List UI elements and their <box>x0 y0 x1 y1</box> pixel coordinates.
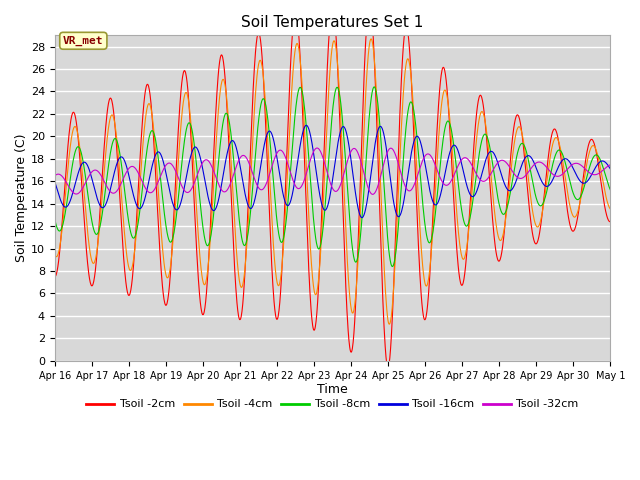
Tsoil -32cm <box>492 162 500 168</box>
Tsoil -2cm <box>384 366 392 372</box>
Tsoil -4cm <box>541 192 549 197</box>
Tsoil -2cm <box>420 313 428 319</box>
Tsoil -4cm <box>237 283 244 288</box>
Tsoil -32cm <box>314 145 321 151</box>
Y-axis label: Soil Temperature (C): Soil Temperature (C) <box>15 134 28 263</box>
Tsoil -4cm <box>367 36 375 42</box>
Tsoil -16cm <box>607 166 614 172</box>
Tsoil -8cm <box>175 196 182 202</box>
Tsoil -32cm <box>161 164 168 170</box>
Text: VR_met: VR_met <box>63 36 104 46</box>
Tsoil -32cm <box>237 155 244 160</box>
Tsoil -16cm <box>420 152 428 158</box>
Line: Tsoil -8cm: Tsoil -8cm <box>55 87 611 266</box>
Line: Tsoil -32cm: Tsoil -32cm <box>55 148 611 194</box>
Tsoil -4cm <box>492 221 500 227</box>
Tsoil -32cm <box>420 156 428 162</box>
X-axis label: Time: Time <box>317 384 348 396</box>
Tsoil -4cm <box>420 270 428 276</box>
Tsoil -8cm <box>420 208 428 214</box>
Line: Tsoil -2cm: Tsoil -2cm <box>55 4 611 369</box>
Tsoil -4cm <box>607 206 614 212</box>
Tsoil -4cm <box>175 159 182 165</box>
Tsoil -2cm <box>237 316 244 322</box>
Tsoil -8cm <box>371 84 378 90</box>
Tsoil -16cm <box>161 165 168 170</box>
Tsoil -2cm <box>161 300 168 306</box>
Tsoil -16cm <box>541 183 549 189</box>
Tsoil -4cm <box>385 321 393 327</box>
Tsoil -2cm <box>51 274 59 279</box>
Tsoil -8cm <box>388 264 396 269</box>
Line: Tsoil -4cm: Tsoil -4cm <box>55 39 611 324</box>
Tsoil -4cm <box>161 266 168 272</box>
Tsoil -16cm <box>358 215 366 220</box>
Tsoil -16cm <box>51 179 59 184</box>
Tsoil -8cm <box>541 195 549 201</box>
Tsoil -2cm <box>607 219 614 225</box>
Tsoil -8cm <box>492 184 500 190</box>
Tsoil -32cm <box>51 173 59 179</box>
Tsoil -8cm <box>51 216 59 222</box>
Tsoil -16cm <box>237 165 244 171</box>
Tsoil -16cm <box>175 206 182 212</box>
Tsoil -32cm <box>369 192 377 197</box>
Tsoil -32cm <box>541 163 549 168</box>
Line: Tsoil -16cm: Tsoil -16cm <box>55 125 611 217</box>
Tsoil -16cm <box>303 122 310 128</box>
Legend: Tsoil -2cm, Tsoil -4cm, Tsoil -8cm, Tsoil -16cm, Tsoil -32cm: Tsoil -2cm, Tsoil -4cm, Tsoil -8cm, Tsoi… <box>82 395 583 414</box>
Tsoil -8cm <box>607 187 614 192</box>
Tsoil -2cm <box>492 249 500 254</box>
Tsoil -2cm <box>541 184 549 190</box>
Title: Soil Temperatures Set 1: Soil Temperatures Set 1 <box>241 15 424 30</box>
Tsoil -32cm <box>175 175 182 180</box>
Tsoil -8cm <box>161 214 168 220</box>
Tsoil -2cm <box>366 1 374 7</box>
Tsoil -2cm <box>175 128 182 133</box>
Tsoil -4cm <box>51 252 59 257</box>
Tsoil -16cm <box>492 155 500 161</box>
Tsoil -8cm <box>237 227 244 233</box>
Tsoil -32cm <box>607 162 614 168</box>
